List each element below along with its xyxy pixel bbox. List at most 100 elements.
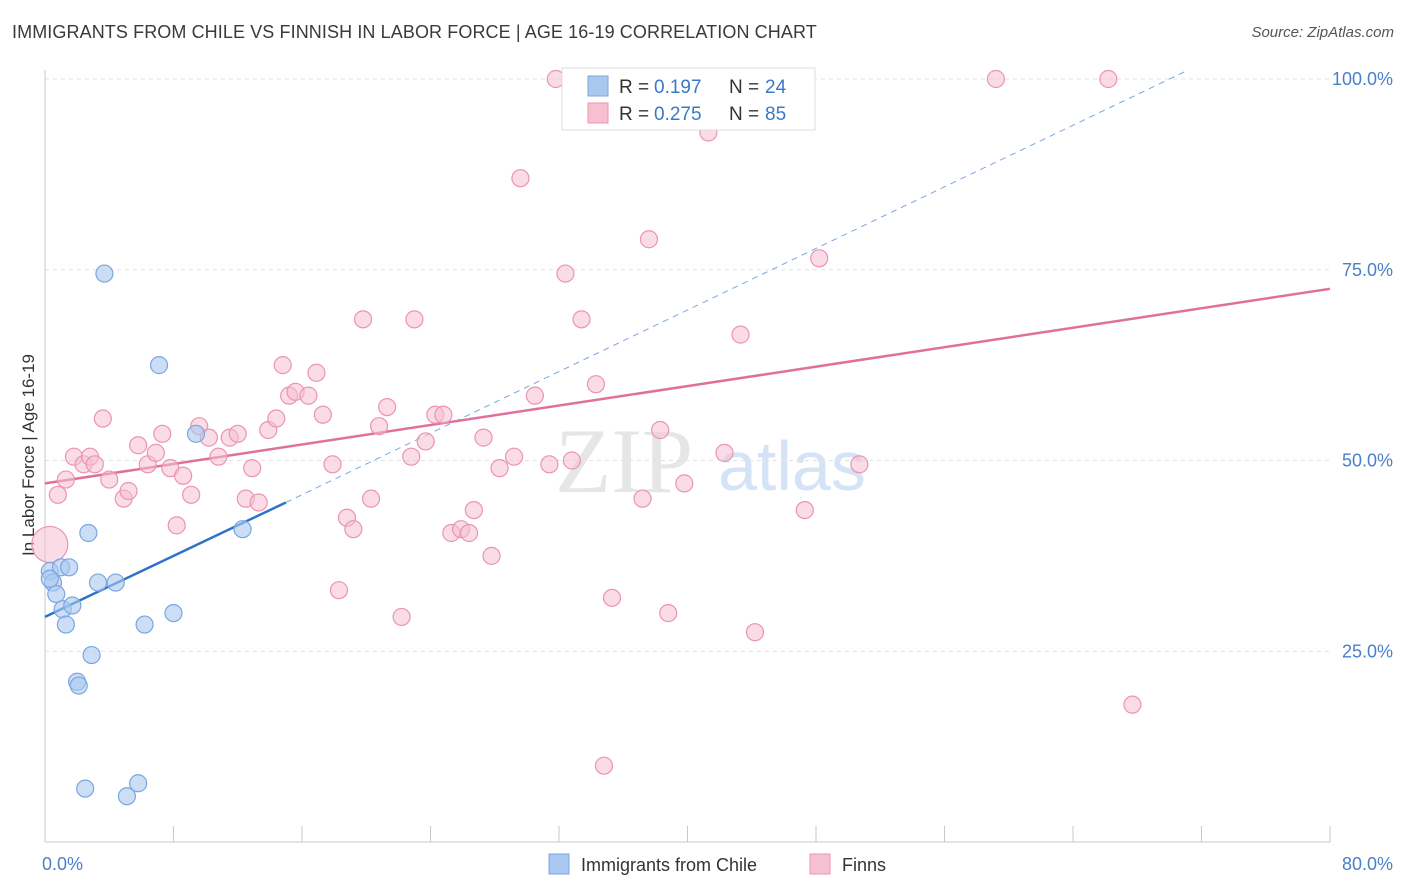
stats-legend-r-label: R = [619,104,649,125]
axes [44,70,1331,843]
y-tick-label: 25.0% [1342,641,1393,661]
stats-legend-n-label: N = [729,77,759,98]
finns-point [56,470,75,489]
stats-legend-n-label: N = [729,104,759,125]
chile-trend-line [44,501,287,619]
finns-point [323,455,342,474]
finns-point [731,325,750,344]
finns-point [100,470,119,489]
chile-point [82,645,101,665]
finns-point [167,516,186,535]
finns-point [602,588,622,607]
y-axis-title: In Labor Force | Age 16-19 [19,354,38,556]
finns-point [370,417,389,436]
chile-point [149,356,169,375]
chile-point [63,596,82,615]
finns-point [675,474,694,493]
stats-legend-swatch [587,102,609,124]
finns-point [586,375,606,394]
chile-point [88,573,108,592]
finns-point [850,455,869,474]
y-tick-label: 100.0% [1332,69,1393,89]
stats-legend-n-value: 24 [765,77,787,98]
series-chile [40,264,252,806]
chile-point [40,569,59,588]
finns-point [119,481,138,501]
finns-point [209,447,228,466]
finns-point [405,310,424,329]
x-tick-label: 0.0% [42,854,83,874]
finns-point [745,623,765,642]
finns-point [474,428,493,447]
legend-swatch-chile [548,853,570,875]
finns-point [146,443,165,462]
finns-point [48,485,67,504]
finns-point [31,525,69,564]
finns-point [639,230,659,249]
finns-point [313,405,332,424]
y-tick-label: 50.0% [1342,451,1393,471]
finns-point [572,310,591,329]
chile-point [135,615,154,634]
finns-point [715,443,734,462]
legend-swatch-finns [809,853,831,875]
stats-legend-r-label: R = [619,77,649,98]
y-tick-label: 75.0% [1342,260,1393,280]
finns-point [392,607,411,627]
x-tick-labels: 0.0% 80.0% [42,854,1393,874]
y-tick-labels: 25.0% 50.0% 75.0% 100.0% [1332,69,1393,661]
chile-trend-extension [285,70,1186,503]
chile-point [164,603,183,623]
finns-point [525,386,545,405]
legend-label-chile: Immigrants from Chile [581,855,757,875]
chile-point [59,558,79,577]
finns-point [353,310,373,329]
finns-point [434,405,453,424]
finns-point [267,409,286,428]
finns-trend-line [44,287,1331,485]
finns-point [810,249,829,268]
finns-point [378,397,397,417]
finns-point [464,500,483,520]
finns-point [795,500,814,520]
finns-point [249,493,268,512]
finns-point [153,424,172,443]
finns-point [459,523,479,543]
finns-point [504,447,524,466]
finns-point [633,489,652,508]
series-finns [31,69,1142,775]
finns-point [1099,69,1118,89]
finns-point [243,459,262,478]
x-tick-label: 80.0% [1342,854,1393,874]
chile-point [95,264,114,283]
finns-point [594,756,614,775]
finns-point [361,489,381,508]
stats-legend-r-value: 0.275 [654,104,702,125]
series-legend: Immigrants from Chile Finns [548,853,886,875]
chile-point [129,774,148,793]
chile-point [106,573,125,592]
finns-point [490,459,509,478]
finns-point [482,546,501,565]
chart-title: IMMIGRANTS FROM CHILE VS FINNISH IN LABO… [12,22,817,42]
chile-point [47,584,66,604]
chile-point [117,787,137,806]
stats-legend-n-value: 85 [765,104,786,125]
stats-legend-swatch [587,75,609,97]
finns-point [174,466,193,485]
chile-point [69,676,88,695]
finns-point [93,409,112,428]
chile-point [79,523,98,543]
legend-label-finns: Finns [842,855,886,875]
finns-point [1123,695,1142,714]
finns-point [329,581,349,600]
finns-point [986,69,1006,89]
chile-point [76,779,95,798]
chile-point [186,424,206,443]
stats-legend-r-value: 0.197 [654,77,702,98]
chart-source: Source: ZipAtlas.com [1251,24,1394,41]
gridlines [45,78,1330,652]
finns-point [85,455,104,474]
finns-point [651,420,670,440]
